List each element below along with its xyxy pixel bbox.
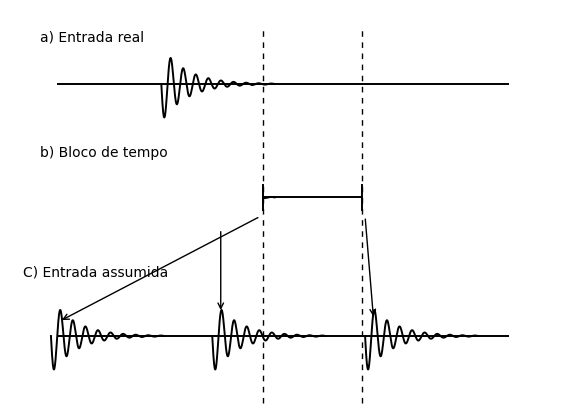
- Text: b) Bloco de tempo: b) Bloco de tempo: [40, 146, 168, 160]
- Text: C) Entrada assumida: C) Entrada assumida: [23, 266, 168, 280]
- Text: a) Entrada real: a) Entrada real: [40, 31, 144, 45]
